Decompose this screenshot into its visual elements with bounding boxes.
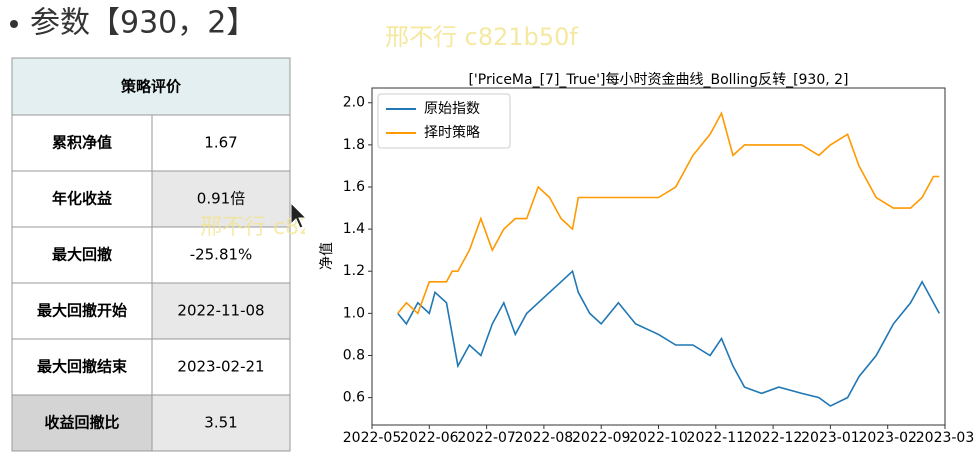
- chart-title: ['PriceMa_[7]_True']每小时资金曲线_Bolling反转_[9…: [468, 72, 848, 88]
- table-cell: [11, 170, 153, 228]
- cursor: [290, 201, 308, 229]
- legend-label: 原始指数: [424, 101, 480, 117]
- y-tick-label: 1.4: [343, 221, 365, 237]
- row-label: 累积净值: [52, 134, 112, 152]
- y-tick-label: 1.2: [343, 263, 365, 279]
- table-cell: [151, 394, 291, 452]
- x-tick-label: 2023-03: [916, 430, 975, 446]
- row-label: 最大回撤: [52, 246, 112, 264]
- y-tick-label: 1.6: [343, 179, 365, 195]
- table-cell: [151, 170, 291, 228]
- row-value: -25.81%: [190, 246, 253, 264]
- y-axis-label: 净值: [319, 242, 335, 270]
- y-tick-label: 1.0: [343, 305, 365, 321]
- table-cell: [151, 226, 291, 284]
- chart: ['PriceMa_[7]_True']每小时资金曲线_Bolling反转_[9…: [319, 72, 974, 446]
- y-tick-label: 0.6: [343, 390, 365, 406]
- row-value: 0.91倍: [197, 190, 245, 208]
- x-tick-label: 2022-07: [457, 430, 516, 446]
- x-tick-label: 2022-11: [687, 430, 746, 446]
- table-cell: [151, 282, 291, 340]
- table-header: [11, 57, 291, 116]
- x-tick-label: 2022-08: [515, 430, 574, 446]
- x-tick-label: 2022-12: [744, 430, 803, 446]
- table-title: 策略评价: [120, 78, 182, 96]
- series-line: [397, 111, 940, 315]
- header-title: 参数【930，2】: [30, 6, 256, 41]
- table-cell: [11, 282, 153, 340]
- legend-label: 择时策略: [424, 124, 480, 141]
- y-tick-label: 2.0: [343, 95, 365, 111]
- table-cell: [151, 338, 291, 396]
- row-value: 1.67: [204, 134, 237, 152]
- row-value: 2022-11-08: [177, 302, 264, 320]
- table-cell: [11, 338, 153, 396]
- x-tick-label: 2022-06: [400, 430, 459, 446]
- y-tick-label: 0.8: [343, 347, 365, 363]
- bullet: [10, 20, 18, 28]
- row-value: 2023-02-21: [177, 358, 264, 376]
- table-cell: [151, 114, 291, 172]
- watermark: 邢不行 c821b50f: [385, 23, 578, 51]
- x-tick-label: 2022-09: [572, 430, 631, 446]
- x-tick-label: 2023-01: [801, 430, 860, 446]
- series-line: [397, 269, 941, 407]
- x-tick-label: 2023-02: [858, 430, 917, 446]
- table-cell: [11, 394, 153, 452]
- legend-box: [377, 93, 511, 149]
- table-cell: [11, 114, 153, 172]
- row-label: 最大回撤开始: [37, 302, 127, 320]
- row-value: 3.51: [204, 414, 237, 432]
- row-label: 年化收益: [52, 190, 112, 208]
- row-label: 最大回撤结束: [37, 358, 128, 376]
- x-tick-label: 2022-05: [343, 430, 402, 446]
- x-tick-label: 2022-10: [629, 430, 688, 446]
- row-label: 收益回撤比: [44, 414, 119, 432]
- y-tick-label: 1.8: [343, 137, 365, 153]
- table-cell: [11, 226, 153, 284]
